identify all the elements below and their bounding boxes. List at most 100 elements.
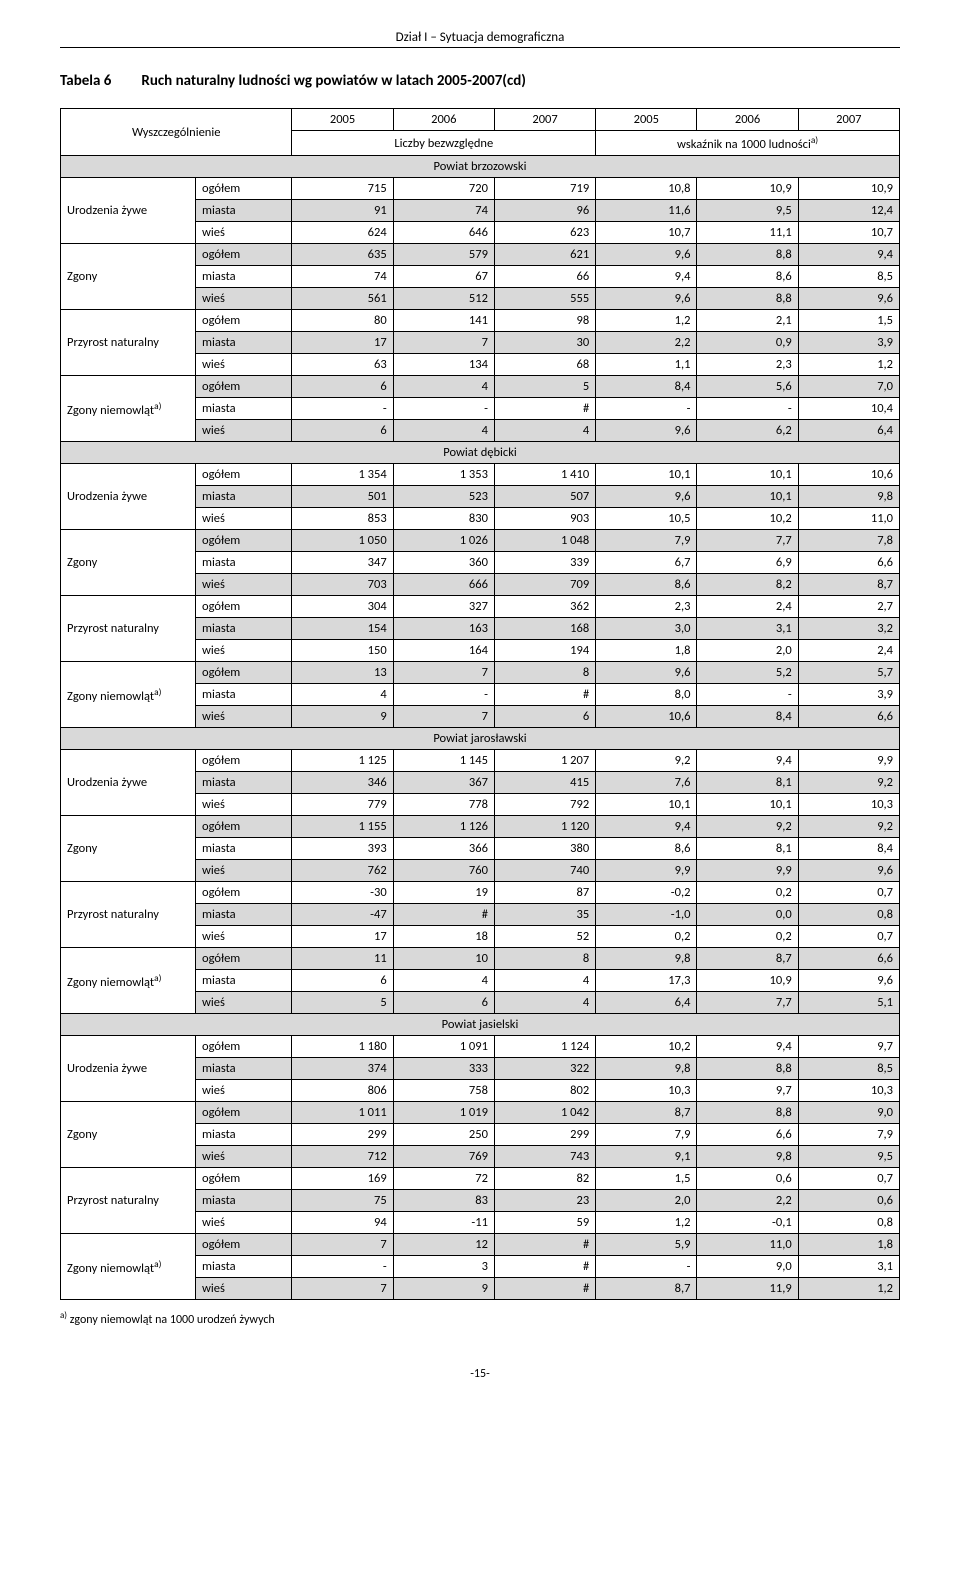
data-cell: 6,4 bbox=[596, 992, 697, 1014]
data-cell: 8,2 bbox=[697, 574, 798, 596]
sub-label: wieś bbox=[196, 860, 292, 882]
data-cell: -0,1 bbox=[697, 1212, 798, 1234]
data-cell: 6,7 bbox=[596, 552, 697, 574]
data-cell: 1 180 bbox=[292, 1036, 393, 1058]
data-cell: 1 126 bbox=[393, 816, 494, 838]
data-cell: 393 bbox=[292, 838, 393, 860]
data-cell: 8,8 bbox=[697, 244, 798, 266]
data-cell: 1,8 bbox=[596, 640, 697, 662]
row-group-label-text: Zgony niemowląt bbox=[67, 403, 154, 418]
data-cell: 6,2 bbox=[697, 420, 798, 442]
data-cell: 6 bbox=[494, 706, 595, 728]
data-cell: - bbox=[292, 398, 393, 420]
data-cell: 10,2 bbox=[596, 1036, 697, 1058]
section-name: Powiat dębicki bbox=[61, 442, 900, 464]
data-cell: 10,7 bbox=[798, 222, 899, 244]
data-cell: 1 410 bbox=[494, 464, 595, 486]
data-cell: 2,3 bbox=[697, 354, 798, 376]
data-cell: 0,2 bbox=[596, 926, 697, 948]
data-cell: 374 bbox=[292, 1058, 393, 1080]
data-cell: 8,5 bbox=[798, 1058, 899, 1080]
data-cell: 555 bbox=[494, 288, 595, 310]
data-cell: 2,0 bbox=[596, 1190, 697, 1212]
data-cell: 7,9 bbox=[596, 1124, 697, 1146]
row-group-label: Urodzenia żywe bbox=[61, 178, 196, 244]
data-cell: 72 bbox=[393, 1168, 494, 1190]
sub-label: miasta bbox=[196, 772, 292, 794]
data-cell: 1,2 bbox=[596, 310, 697, 332]
data-cell: 8 bbox=[494, 948, 595, 970]
data-cell: 7,7 bbox=[697, 992, 798, 1014]
data-cell: - bbox=[292, 1256, 393, 1278]
data-cell: 2,2 bbox=[697, 1190, 798, 1212]
sub-label: wieś bbox=[196, 992, 292, 1014]
data-cell: 4 bbox=[494, 420, 595, 442]
data-cell: 150 bbox=[292, 640, 393, 662]
row-group-label: Zgony bbox=[61, 530, 196, 596]
data-cell: 94 bbox=[292, 1212, 393, 1234]
data-cell: 1 050 bbox=[292, 530, 393, 552]
data-cell: 666 bbox=[393, 574, 494, 596]
data-cell: 164 bbox=[393, 640, 494, 662]
data-cell: 1 124 bbox=[494, 1036, 595, 1058]
row-group-label: Urodzenia żywe bbox=[61, 464, 196, 530]
table-row: Zgonyogółem6355796219,68,89,4 bbox=[61, 244, 900, 266]
data-cell: 9 bbox=[393, 1278, 494, 1300]
data-cell: 2,1 bbox=[697, 310, 798, 332]
data-cell: 6,9 bbox=[697, 552, 798, 574]
data-cell: - bbox=[393, 398, 494, 420]
data-cell: 9,8 bbox=[596, 1058, 697, 1080]
data-cell: 82 bbox=[494, 1168, 595, 1190]
header-sup: a) bbox=[811, 134, 818, 146]
data-cell: 6,6 bbox=[798, 552, 899, 574]
sub-label: ogółem bbox=[196, 530, 292, 552]
sub-label: miasta bbox=[196, 904, 292, 926]
sub-label: miasta bbox=[196, 200, 292, 222]
data-cell: 719 bbox=[494, 178, 595, 200]
data-cell: 903 bbox=[494, 508, 595, 530]
data-cell: 23 bbox=[494, 1190, 595, 1212]
sub-label: wieś bbox=[196, 1146, 292, 1168]
data-cell: 380 bbox=[494, 838, 595, 860]
section-name: Powiat jarosławski bbox=[61, 728, 900, 750]
data-cell: 6 bbox=[292, 420, 393, 442]
data-cell: 802 bbox=[494, 1080, 595, 1102]
data-cell: 8,7 bbox=[596, 1278, 697, 1300]
sub-label: miasta bbox=[196, 618, 292, 640]
data-cell: 9,1 bbox=[596, 1146, 697, 1168]
data-cell: 0,6 bbox=[798, 1190, 899, 1212]
data-cell: 18 bbox=[393, 926, 494, 948]
data-cell: 579 bbox=[393, 244, 494, 266]
data-cell: -30 bbox=[292, 882, 393, 904]
data-cell: 8,8 bbox=[697, 1058, 798, 1080]
data-cell: 9,4 bbox=[798, 244, 899, 266]
data-cell: 7,7 bbox=[697, 530, 798, 552]
data-cell: 778 bbox=[393, 794, 494, 816]
data-cell: 9,0 bbox=[697, 1256, 798, 1278]
data-cell: 9,4 bbox=[596, 816, 697, 838]
table-row: Zgonyogółem1 0501 0261 0487,97,77,8 bbox=[61, 530, 900, 552]
data-cell: 6,6 bbox=[697, 1124, 798, 1146]
data-cell: 1 011 bbox=[292, 1102, 393, 1124]
table-row: Zgony niemowląta)ogółem712#5,911,01,8 bbox=[61, 1234, 900, 1256]
sub-label: miasta bbox=[196, 266, 292, 288]
data-cell: 367 bbox=[393, 772, 494, 794]
data-cell: 792 bbox=[494, 794, 595, 816]
sub-label: ogółem bbox=[196, 464, 292, 486]
data-cell: 10,7 bbox=[596, 222, 697, 244]
data-cell: 339 bbox=[494, 552, 595, 574]
section-header-row: Powiat brzozowski bbox=[61, 156, 900, 178]
header-year: 2005 bbox=[292, 109, 393, 131]
data-cell: 1,5 bbox=[596, 1168, 697, 1190]
data-cell: 0,7 bbox=[798, 926, 899, 948]
data-cell: 9,9 bbox=[697, 860, 798, 882]
sub-label: miasta bbox=[196, 486, 292, 508]
data-cell: 1 091 bbox=[393, 1036, 494, 1058]
data-cell: 2,4 bbox=[697, 596, 798, 618]
data-cell: 7 bbox=[292, 1278, 393, 1300]
row-group-label: Zgony bbox=[61, 244, 196, 310]
data-cell: 8,4 bbox=[798, 838, 899, 860]
data-cell: 91 bbox=[292, 200, 393, 222]
data-cell: 8 bbox=[494, 662, 595, 684]
sub-label: wieś bbox=[196, 354, 292, 376]
